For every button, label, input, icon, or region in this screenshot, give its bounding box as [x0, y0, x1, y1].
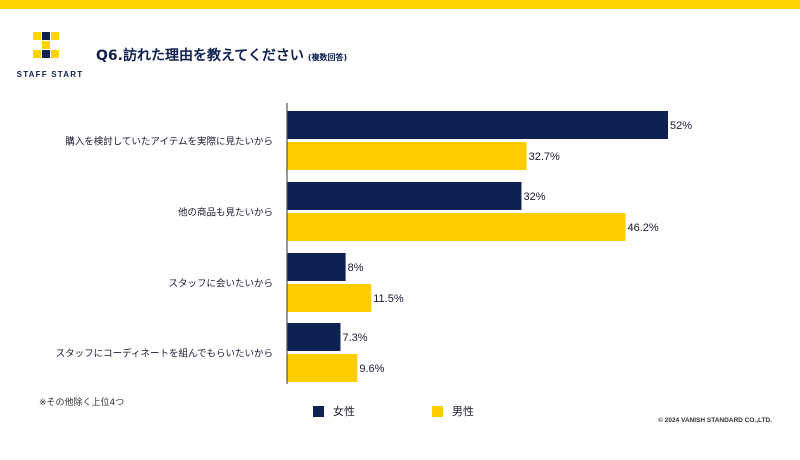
legend-label-male: 男性 [452, 405, 474, 418]
top-accent-bar [0, 0, 800, 9]
data-label: 32.7% [529, 151, 560, 163]
category-label: 購入を検討していたアイテムを実際に見たいから [65, 136, 273, 148]
brand-name: STAFF START [16, 70, 84, 79]
data-label: 52% [670, 120, 692, 132]
category-label: 他の商品も見たいから [178, 207, 273, 219]
data-label: 11.5% [373, 293, 404, 305]
data-label: 9.6% [359, 363, 384, 375]
bar-male [287, 354, 358, 382]
data-label: 46.2% [628, 222, 659, 234]
bar-male [287, 284, 372, 312]
data-label: 32% [523, 191, 545, 203]
category-label: スタッフにコーディネートを組んでもらいたいから [56, 348, 273, 360]
legend-swatch-male [432, 405, 443, 417]
legend-label-female: 女性 [333, 405, 355, 418]
category-label: スタッフに会いたいから [168, 278, 273, 290]
data-label: 8% [348, 262, 364, 274]
legend-item-female: 女性 [313, 403, 355, 419]
legend-swatch-female [313, 405, 324, 417]
footnote: ※その他除く上位4つ [39, 398, 125, 408]
title-note: (複数回答) [307, 53, 348, 62]
bar-female [287, 111, 668, 139]
bar-male [287, 142, 527, 170]
legend-item-male: 男性 [432, 403, 474, 419]
bar-female [287, 253, 346, 281]
copyright: © 2024 VANISH STANDARD CO.,LTD. [658, 417, 772, 424]
bar-male [287, 213, 626, 241]
title-text: Q6.訪れた理由を教えてください [96, 48, 304, 64]
bar-female [287, 323, 341, 351]
data-label: 7.3% [342, 332, 367, 344]
staff-start-logo-icon [33, 32, 59, 58]
bar-female [287, 182, 522, 210]
page-title: Q6.訪れた理由を教えてください (複数回答) [96, 45, 347, 65]
